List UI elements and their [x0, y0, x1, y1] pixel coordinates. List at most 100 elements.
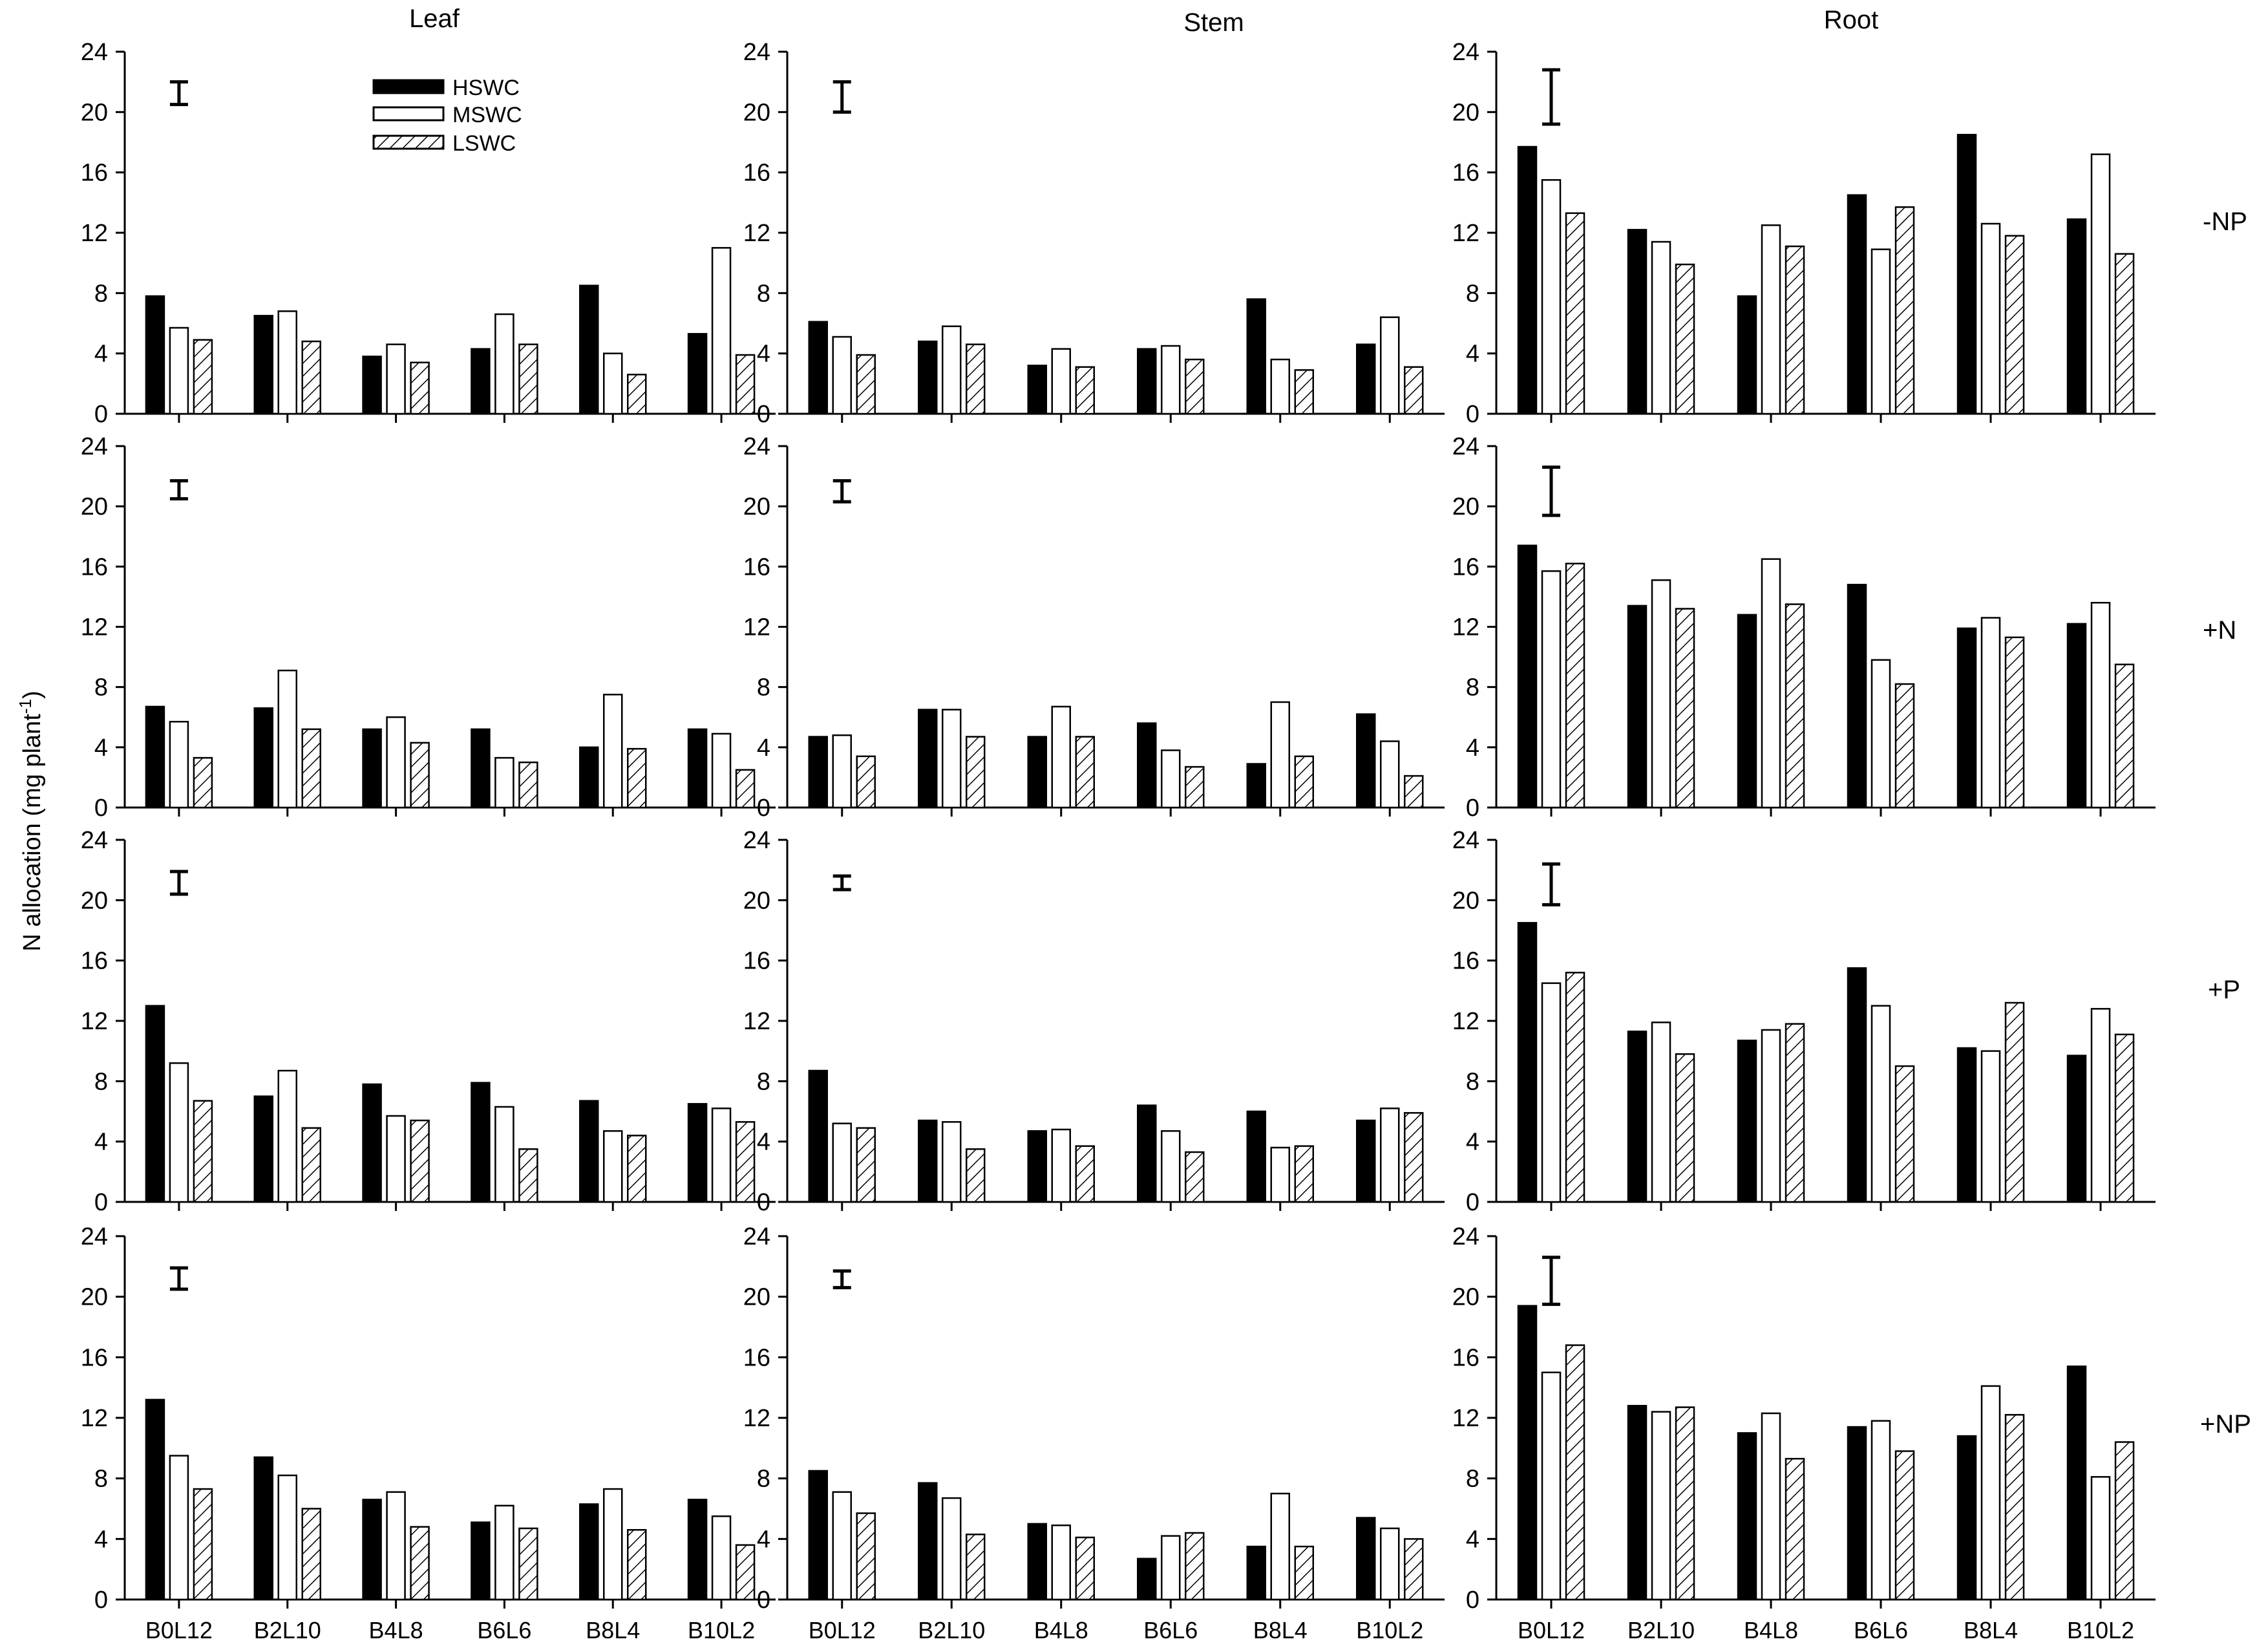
x-tick-label-b2l10: B2L10 — [254, 1617, 321, 1643]
y-tick-label: 20 — [81, 1284, 108, 1311]
bar-lswc-b4l8 — [1785, 1457, 1805, 1601]
bar-lswc-b4l8 — [1785, 603, 1805, 809]
bar-lswc-b0l12 — [1565, 1344, 1585, 1601]
bar-hswc-b4l8 — [362, 1499, 382, 1601]
y-tick-label: 20 — [81, 887, 108, 914]
bar-lswc-b0l12 — [856, 354, 876, 415]
bar-lswc-b4l8 — [410, 1119, 430, 1203]
y-tick-label: 4 — [757, 1129, 770, 1156]
bar-mswc-b4l8 — [1761, 1029, 1781, 1203]
y-tick-label: 20 — [1452, 887, 1479, 914]
bar-mswc-b0l12 — [169, 720, 189, 809]
bar-lswc-b8l4 — [2004, 235, 2025, 415]
bar-lswc-b0l12 — [193, 1488, 213, 1601]
x-tick-label-b4l8: B4L8 — [1034, 1617, 1088, 1643]
y-tick-label: 4 — [1466, 1129, 1479, 1156]
bar-lswc-b4l8 — [1785, 245, 1805, 415]
y-tick-label: 12 — [1452, 220, 1479, 247]
bar-mswc-b8l4 — [1980, 617, 2001, 809]
y-tick-label: 20 — [81, 493, 108, 520]
y-tick-label: 24 — [1452, 433, 1479, 460]
bar-lswc-b2l10 — [966, 1148, 986, 1203]
y-tick-label: 20 — [81, 99, 108, 126]
error-bar — [832, 479, 851, 504]
bar-mswc-b8l4 — [1270, 1146, 1290, 1203]
error-bar — [169, 479, 188, 501]
y-tick-label: 4 — [94, 734, 108, 762]
y-tick-label: 16 — [81, 948, 108, 975]
y-tick-label: 0 — [94, 1587, 108, 1614]
bar-hswc-b8l4 — [1956, 1435, 1977, 1601]
bar-hswc-b4l8 — [1737, 1040, 1757, 1203]
bar-hswc-b0l12 — [145, 1005, 165, 1203]
y-tick-label: 12 — [743, 1008, 770, 1035]
panel-np-minus-leaf: 0 4 8 12 16 20 24 — [81, 39, 776, 428]
panel-np-plus-leaf: 0 4 8 12 16 20 24 B0L12 B2L10 B4L8 B6L6 B8L4 B10L2 — [81, 1223, 776, 1643]
bar-mswc-b2l10 — [942, 325, 962, 415]
x-tick-label-b6l6: B6L6 — [1854, 1617, 1908, 1643]
legend-swatch-lswc — [372, 134, 445, 150]
bar-mswc-b0l12 — [832, 1122, 852, 1203]
y-tick-label: 4 — [757, 341, 770, 368]
bar-hswc-b4l8 — [362, 1083, 382, 1203]
panel-np-minus-stem: 0 4 8 12 16 20 24 — [743, 39, 1445, 428]
y-tick-label: 12 — [743, 220, 770, 247]
bar-mswc-b8l4 — [1270, 358, 1290, 415]
bar-lswc-b4l8 — [410, 1526, 430, 1601]
bar-lswc-b8l4 — [2004, 636, 2025, 809]
bar-lswc-b4l8 — [1075, 736, 1095, 809]
bar-mswc-b10l2 — [1380, 1108, 1400, 1203]
bar-lswc-b0l12 — [856, 1127, 876, 1203]
error-bar — [1542, 1256, 1560, 1306]
bar-mswc-b0l12 — [1541, 570, 1562, 809]
bar-lswc-b4l8 — [1075, 366, 1095, 415]
bar-mswc-b8l4 — [1270, 701, 1290, 809]
bar-lswc-b2l10 — [1675, 608, 1695, 809]
y-tick-label: 16 — [81, 553, 108, 581]
y-tick-label: 4 — [94, 1526, 108, 1553]
bar-hswc-b6l6 — [471, 1521, 491, 1601]
bar-hswc-b10l2 — [687, 728, 708, 809]
bar-hswc-b2l10 — [1627, 229, 1648, 415]
bar-mswc-b0l12 — [832, 336, 852, 415]
bar-hswc-b10l2 — [2066, 623, 2087, 809]
panel-n-plus-leaf: 0 4 8 12 16 20 24 — [81, 433, 776, 822]
bar-mswc-b2l10 — [942, 709, 962, 809]
y-tick-label: 8 — [1466, 1466, 1479, 1493]
bar-hswc-b10l2 — [1356, 343, 1376, 415]
bar-mswc-b2l10 — [277, 1069, 297, 1203]
bar-lswc-b8l4 — [2004, 1414, 2025, 1601]
bar-mswc-b2l10 — [1651, 1411, 1671, 1601]
bar-hswc-b8l4 — [1246, 1110, 1266, 1203]
bar-mswc-b6l6 — [494, 313, 514, 415]
bar-hswc-b0l12 — [808, 1069, 828, 1203]
y-tick-label: 0 — [1466, 1587, 1479, 1614]
bar-lswc-b0l12 — [1565, 562, 1585, 809]
x-tick-label-b0l12: B0L12 — [809, 1617, 876, 1643]
y-tick-label: 16 — [743, 160, 770, 187]
bar-lswc-b0l12 — [1565, 212, 1585, 415]
y-tick-label: 0 — [94, 795, 108, 822]
panel-np-minus-root: 0 4 8 12 16 20 24 — [1452, 39, 2156, 428]
bar-hswc-b2l10 — [918, 709, 938, 809]
bar-lswc-b4l8 — [1075, 1536, 1095, 1601]
bar-lswc-b10l2 — [735, 354, 756, 415]
y-tick-label: 4 — [1466, 341, 1479, 368]
bar-hswc-b6l6 — [1137, 1104, 1157, 1203]
bar-mswc-b10l2 — [711, 1515, 732, 1601]
y-tick-label: 16 — [81, 160, 108, 187]
bar-mswc-b4l8 — [386, 1491, 406, 1601]
bar-lswc-b2l10 — [301, 340, 321, 415]
bar-lswc-b6l6 — [518, 1527, 538, 1601]
bar-mswc-b10l2 — [1380, 1527, 1400, 1601]
bar-hswc-b0l12 — [1517, 1305, 1538, 1601]
legend-label-hswc: HSWC — [452, 76, 520, 100]
y-tick-label: 20 — [1452, 1284, 1479, 1311]
y-tick-label: 16 — [1452, 553, 1479, 581]
y-tick-label: 24 — [743, 1223, 770, 1250]
bar-lswc-b6l6 — [1185, 765, 1205, 809]
y-tick-label: 24 — [81, 827, 108, 854]
y-tick-label: 24 — [743, 433, 770, 460]
y-tick-label: 12 — [1452, 614, 1479, 641]
y-tick-label: 0 — [757, 401, 770, 428]
